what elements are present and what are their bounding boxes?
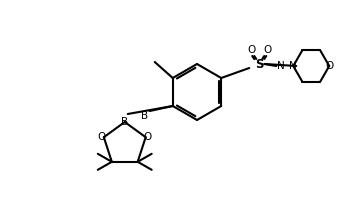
Text: N: N <box>289 61 297 71</box>
Text: B: B <box>121 117 128 127</box>
Text: O: O <box>247 45 255 55</box>
Text: O: O <box>263 45 271 55</box>
Text: B: B <box>141 111 148 121</box>
Text: O: O <box>143 132 152 142</box>
Text: S: S <box>255 58 263 71</box>
Text: O: O <box>325 61 333 71</box>
Text: O: O <box>98 132 106 142</box>
Text: N: N <box>277 61 285 71</box>
